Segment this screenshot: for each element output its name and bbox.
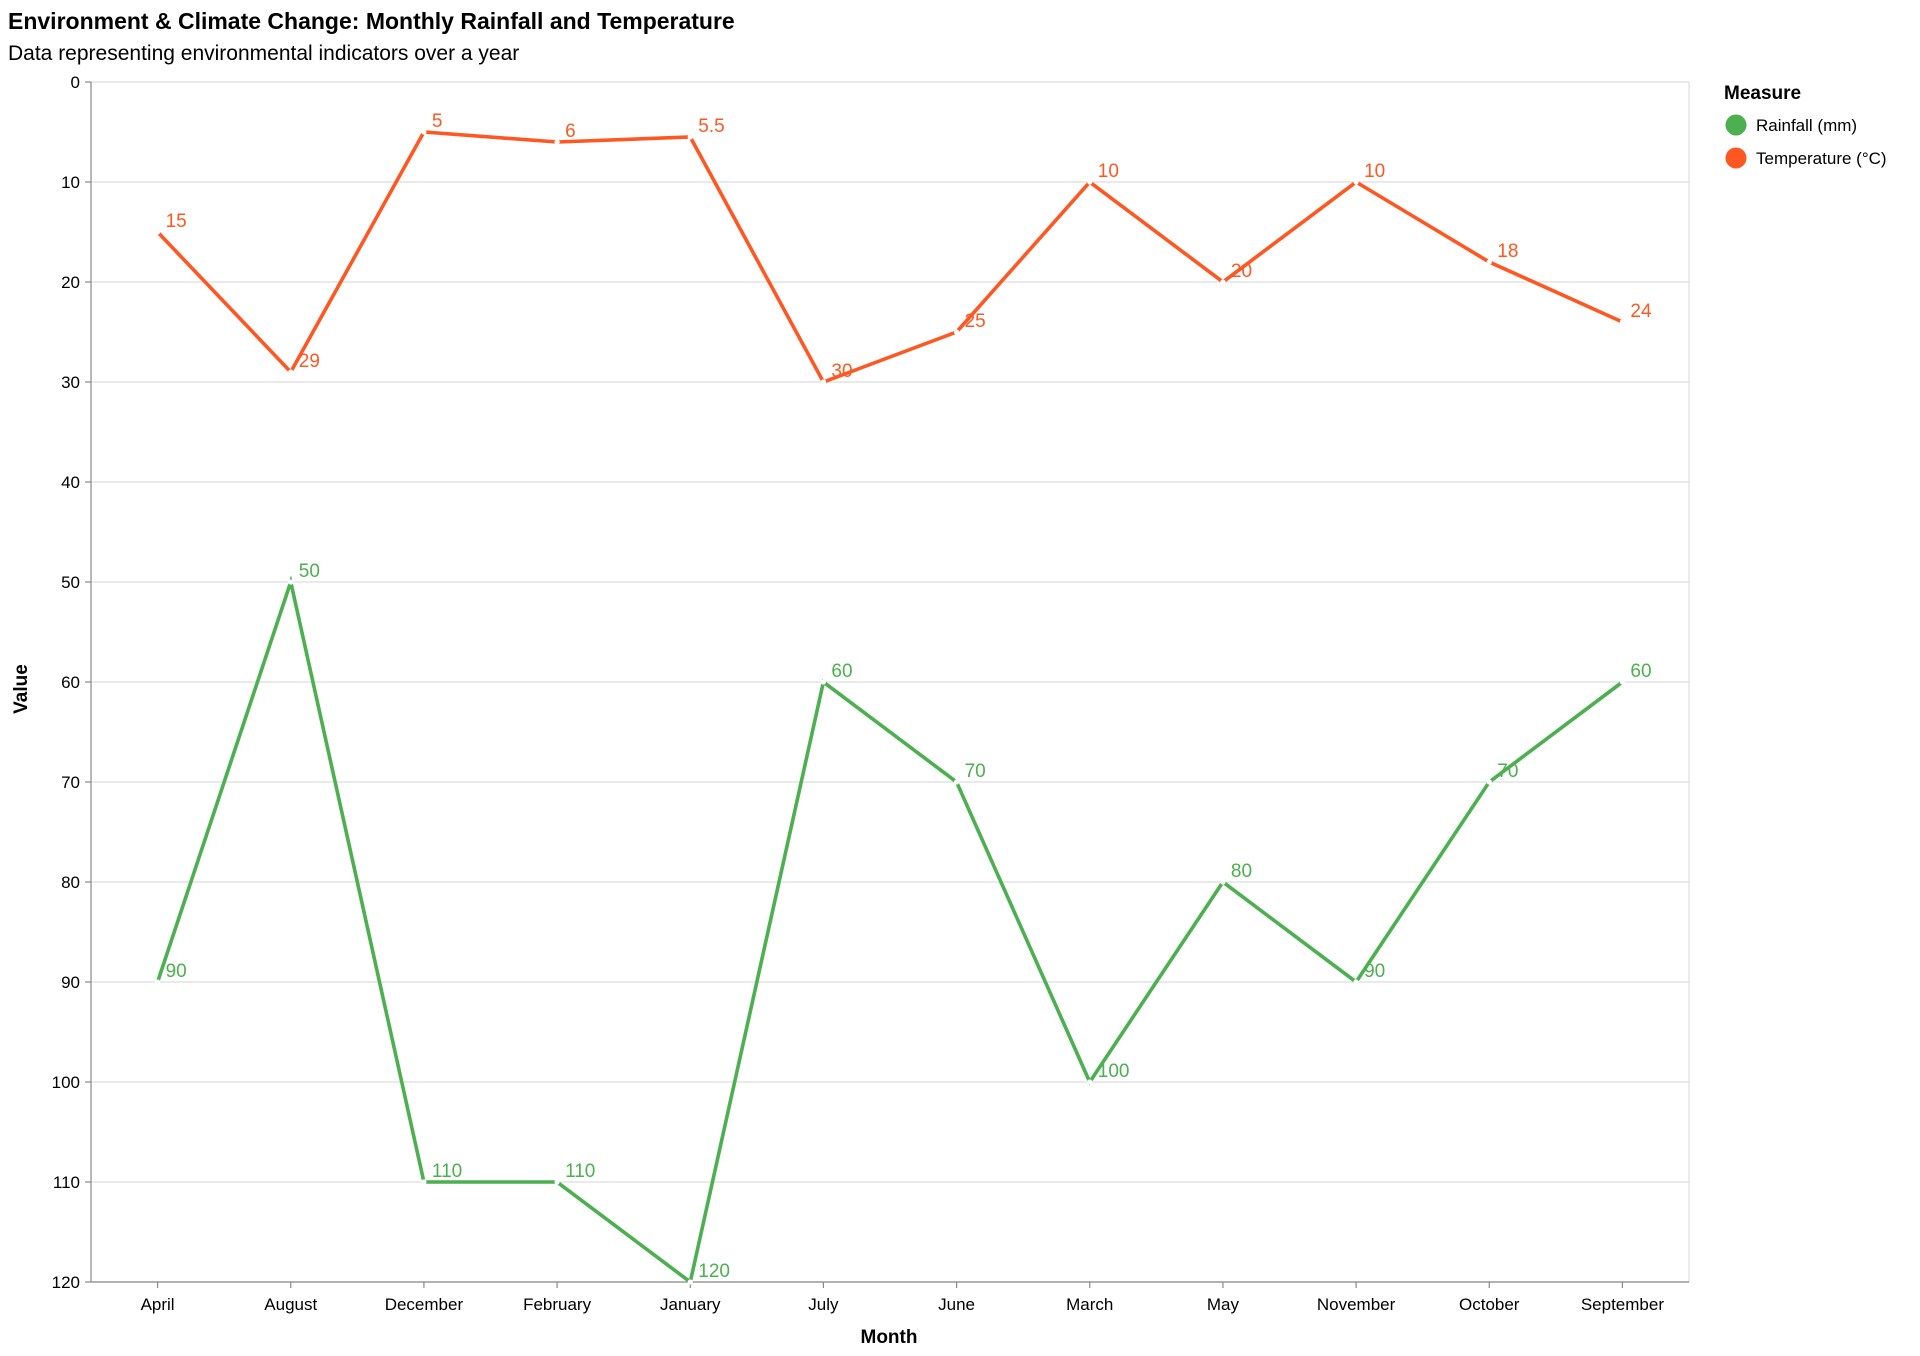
data-label: 50 bbox=[299, 561, 320, 582]
data-point bbox=[1353, 179, 1359, 185]
data-label: 80 bbox=[1231, 861, 1252, 882]
data-point bbox=[820, 379, 827, 385]
gridlines bbox=[91, 81, 1690, 1283]
legend-label: Rainfall (mm) bbox=[1756, 116, 1857, 135]
legend: Measure Rainfall (mm) Temperature (°C) bbox=[1724, 83, 1887, 169]
data-label: 60 bbox=[831, 661, 852, 682]
series-points bbox=[154, 129, 1626, 1285]
data-point bbox=[1353, 979, 1359, 985]
legend-swatch bbox=[1725, 114, 1747, 136]
data-point bbox=[1619, 319, 1626, 325]
data-point bbox=[687, 1279, 693, 1285]
series-line bbox=[155, 575, 1624, 1286]
data-point bbox=[421, 129, 427, 135]
data-point bbox=[1486, 259, 1492, 265]
data-label: 110 bbox=[565, 1161, 595, 1182]
y-tick-label: 70 bbox=[61, 773, 80, 792]
x-tick-label: February bbox=[523, 1295, 592, 1314]
data-labels: 90 50 110 110 120 60 70 100 80 90 70 60 15 29 5 6 5.5 30 2… bbox=[166, 111, 1652, 1282]
y-tick-label: 10 bbox=[61, 173, 80, 192]
data-label: 15 bbox=[166, 211, 187, 232]
x-tick-label: December bbox=[385, 1295, 464, 1314]
series-lines bbox=[155, 130, 1624, 1286]
data-point bbox=[687, 134, 693, 140]
y-tick-label: 50 bbox=[61, 573, 80, 592]
data-label: 120 bbox=[698, 1261, 730, 1282]
data-point bbox=[953, 329, 960, 335]
data-label: 5 bbox=[432, 111, 443, 132]
y-axis-title: Value bbox=[11, 664, 32, 714]
data-point bbox=[554, 1179, 560, 1185]
y-tick-label: 90 bbox=[61, 973, 80, 992]
x-tick-label: July bbox=[808, 1295, 839, 1314]
y-tick-label: 110 bbox=[53, 1173, 80, 1192]
x-tick-label: May bbox=[1207, 1295, 1240, 1314]
y-tick-label: 20 bbox=[61, 273, 80, 292]
data-label: 6 bbox=[565, 121, 576, 142]
data-label: 10 bbox=[1364, 161, 1385, 182]
data-point bbox=[953, 779, 960, 785]
y-tick-label: 30 bbox=[61, 373, 80, 392]
data-point bbox=[421, 1179, 427, 1185]
x-tick-label: January bbox=[660, 1295, 721, 1314]
data-point bbox=[154, 979, 161, 985]
x-tick-label: November bbox=[1317, 1295, 1396, 1314]
y-tick-label: 80 bbox=[61, 873, 80, 892]
data-label: 70 bbox=[965, 761, 986, 782]
axes: 0 10 20 30 40 50 60 70 80 90 100 110 120 April August D… bbox=[52, 73, 1689, 1314]
data-point bbox=[1486, 779, 1492, 785]
data-label: 25 bbox=[965, 311, 986, 332]
x-tick-label: April bbox=[141, 1295, 175, 1314]
y-tick-label: 0 bbox=[71, 73, 80, 92]
data-label: 60 bbox=[1630, 661, 1651, 682]
legend-swatch bbox=[1725, 147, 1747, 169]
data-label: 100 bbox=[1098, 1061, 1130, 1082]
data-label: 5.5 bbox=[698, 116, 724, 137]
x-tick-label: August bbox=[264, 1295, 317, 1314]
data-point bbox=[154, 229, 161, 235]
legend-title: Measure bbox=[1724, 83, 1801, 104]
data-point bbox=[554, 139, 560, 145]
data-label: 24 bbox=[1630, 301, 1652, 322]
y-tick-label: 40 bbox=[61, 473, 80, 492]
data-label: 10 bbox=[1098, 161, 1119, 182]
data-point bbox=[1220, 879, 1226, 885]
data-point bbox=[288, 369, 294, 375]
data-label: 29 bbox=[299, 351, 320, 372]
y-tick-label: 60 bbox=[61, 673, 80, 692]
chart-subtitle: Data representing environmental indicato… bbox=[8, 42, 519, 65]
data-point bbox=[820, 679, 827, 685]
data-point bbox=[1087, 1079, 1093, 1085]
data-point bbox=[288, 579, 294, 585]
data-label: 18 bbox=[1497, 241, 1518, 262]
data-label: 30 bbox=[831, 361, 852, 382]
data-label: 70 bbox=[1497, 761, 1518, 782]
x-tick-label: September bbox=[1581, 1295, 1664, 1314]
data-label: 20 bbox=[1231, 261, 1252, 282]
legend-label: Temperature (°C) bbox=[1756, 149, 1887, 168]
y-tick-label: 100 bbox=[52, 1073, 80, 1092]
series-line bbox=[156, 130, 1624, 385]
data-label: 110 bbox=[432, 1161, 462, 1182]
data-point bbox=[1087, 179, 1093, 185]
y-tick-label: 120 bbox=[52, 1273, 80, 1292]
data-point bbox=[1220, 279, 1226, 285]
x-axis-title: Month bbox=[861, 1327, 918, 1348]
data-point bbox=[1619, 679, 1626, 685]
x-tick-label: March bbox=[1066, 1295, 1113, 1314]
x-tick-label: June bbox=[938, 1295, 975, 1314]
data-label: 90 bbox=[1364, 961, 1385, 982]
chart-title: Environment & Climate Change: Monthly Ra… bbox=[8, 8, 735, 34]
data-label: 90 bbox=[166, 961, 187, 982]
x-tick-label: October bbox=[1459, 1295, 1520, 1314]
